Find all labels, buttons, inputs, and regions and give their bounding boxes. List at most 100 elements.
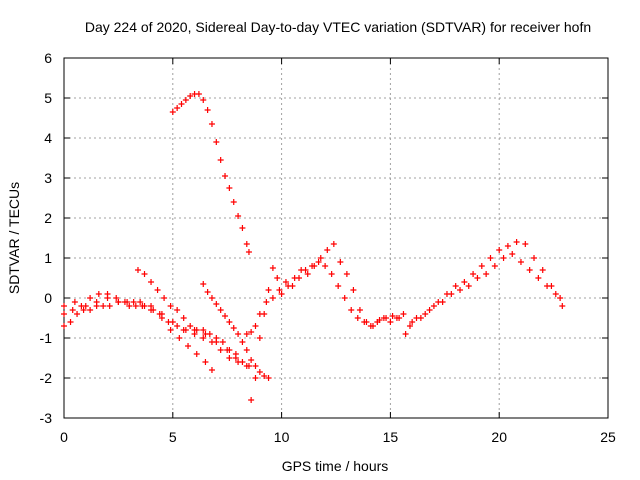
x-tick-label: 15 bbox=[383, 429, 399, 445]
data-point bbox=[200, 335, 207, 341]
data-point bbox=[265, 375, 272, 381]
data-points bbox=[61, 91, 566, 403]
data-point bbox=[230, 325, 237, 331]
y-tick-label: -1 bbox=[40, 330, 53, 346]
data-point bbox=[341, 295, 348, 301]
y-tick-label: 5 bbox=[44, 90, 52, 106]
data-point bbox=[235, 213, 242, 219]
data-point bbox=[148, 303, 155, 309]
data-point bbox=[67, 319, 74, 325]
y-tick-label: -2 bbox=[40, 370, 53, 386]
data-point bbox=[282, 279, 289, 285]
data-point bbox=[71, 299, 78, 305]
data-point bbox=[226, 355, 233, 361]
data-point bbox=[239, 359, 246, 365]
data-point bbox=[87, 295, 94, 301]
y-tick-label: 4 bbox=[44, 130, 52, 146]
data-point bbox=[187, 93, 194, 99]
data-point bbox=[113, 295, 120, 301]
data-point bbox=[206, 331, 213, 337]
x-tick-label: 0 bbox=[60, 429, 68, 445]
data-point bbox=[354, 315, 361, 321]
data-point bbox=[452, 283, 459, 289]
data-point bbox=[504, 243, 511, 249]
data-point bbox=[361, 319, 368, 325]
data-point bbox=[243, 331, 250, 337]
data-point bbox=[356, 307, 363, 313]
data-point bbox=[187, 323, 194, 329]
x-tick-label: 10 bbox=[274, 429, 290, 445]
data-point bbox=[69, 307, 76, 313]
data-point bbox=[222, 173, 229, 179]
data-point bbox=[100, 303, 107, 309]
x-axis-label: GPS time / hours bbox=[282, 458, 389, 474]
data-point bbox=[491, 263, 498, 269]
data-point bbox=[315, 259, 322, 265]
data-point bbox=[252, 323, 259, 329]
series-arc-4 bbox=[134, 267, 252, 369]
plot-frame bbox=[63, 57, 609, 419]
data-point bbox=[230, 199, 237, 205]
data-point bbox=[330, 241, 337, 247]
data-point bbox=[200, 327, 207, 333]
data-point bbox=[509, 251, 516, 257]
data-point bbox=[226, 347, 233, 353]
y-tick-label: -3 bbox=[40, 410, 53, 426]
data-point bbox=[457, 287, 464, 293]
data-point bbox=[324, 247, 331, 253]
data-point bbox=[180, 315, 187, 321]
data-point bbox=[104, 295, 111, 301]
x-tick-label: 25 bbox=[600, 429, 616, 445]
data-point bbox=[559, 303, 566, 309]
series-arc-6 bbox=[200, 281, 272, 381]
data-point bbox=[263, 299, 270, 305]
data-point bbox=[115, 299, 122, 305]
data-point bbox=[121, 299, 128, 305]
data-point bbox=[309, 263, 316, 269]
data-point bbox=[304, 271, 311, 277]
y-tick-label: 0 bbox=[44, 290, 52, 306]
data-point bbox=[328, 271, 335, 277]
data-point bbox=[335, 283, 342, 289]
data-point bbox=[169, 319, 176, 325]
data-point bbox=[265, 287, 272, 293]
data-point bbox=[219, 339, 226, 345]
data-point bbox=[130, 299, 137, 305]
data-point bbox=[430, 303, 437, 309]
data-point bbox=[302, 267, 309, 273]
data-point bbox=[195, 91, 202, 97]
data-point bbox=[217, 307, 224, 313]
data-point bbox=[182, 97, 189, 103]
data-point bbox=[154, 287, 161, 293]
data-point bbox=[470, 271, 477, 277]
y-tick-label: 3 bbox=[44, 170, 52, 186]
data-point bbox=[389, 313, 396, 319]
series-arc-8 bbox=[243, 251, 566, 337]
data-point bbox=[402, 331, 409, 337]
data-point bbox=[132, 303, 139, 309]
x-tick-label: 20 bbox=[491, 429, 507, 445]
data-point bbox=[269, 265, 276, 271]
data-point bbox=[158, 311, 165, 317]
data-point bbox=[180, 327, 187, 333]
data-point bbox=[245, 249, 252, 255]
data-point bbox=[256, 311, 263, 317]
data-point bbox=[93, 299, 100, 305]
data-point bbox=[531, 255, 538, 261]
series-arc-3 bbox=[61, 295, 239, 361]
data-point bbox=[252, 363, 259, 369]
data-point bbox=[478, 263, 485, 269]
data-point bbox=[193, 327, 200, 333]
data-point bbox=[174, 307, 181, 313]
data-point bbox=[350, 287, 357, 293]
data-point bbox=[208, 367, 215, 373]
data-point bbox=[387, 319, 394, 325]
data-point bbox=[474, 275, 481, 281]
data-point bbox=[169, 109, 176, 115]
data-point bbox=[139, 303, 146, 309]
data-point bbox=[248, 329, 255, 335]
data-point bbox=[448, 291, 455, 297]
data-point bbox=[239, 339, 246, 345]
data-point bbox=[95, 291, 102, 297]
series-arc-5 bbox=[169, 91, 252, 255]
